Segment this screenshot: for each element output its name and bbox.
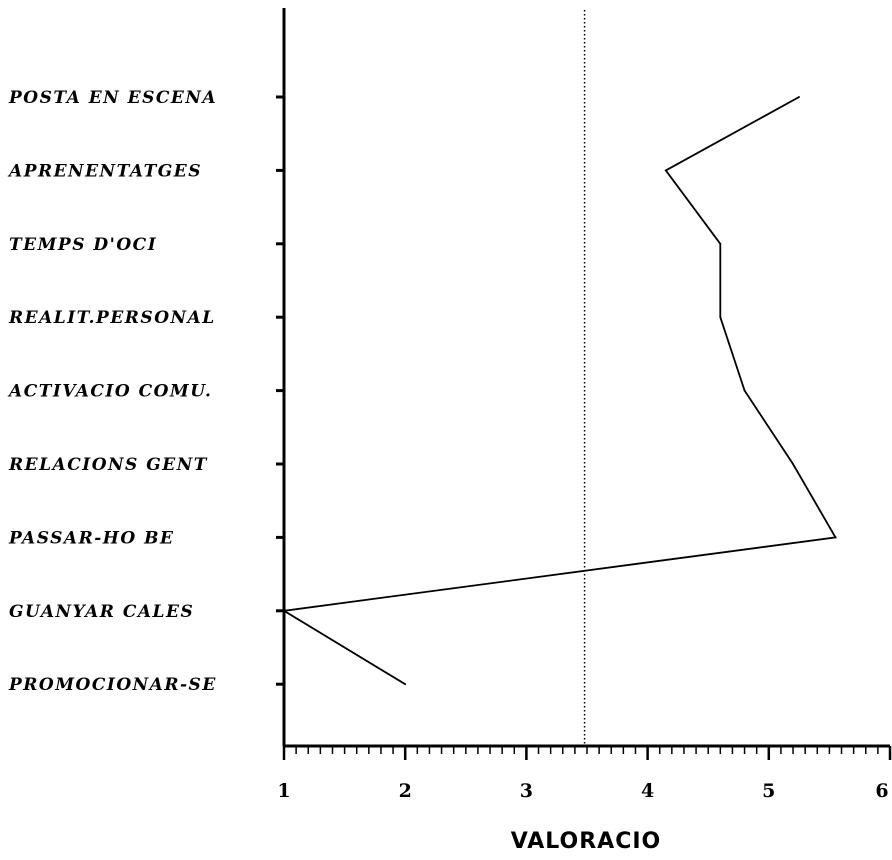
data-point [664,169,667,172]
category-label: POSTA EN ESCENA [8,88,217,108]
data-point [283,609,285,612]
category-label: PASSAR-HO BE [8,528,174,548]
data-point [743,389,746,392]
data-point [719,242,722,245]
axes [282,8,890,748]
series-line [281,96,837,685]
category-label: ACTIVACIO COMU. [7,382,212,402]
data-point [719,316,722,319]
x-tick-label: 5 [762,780,775,802]
category-label: REALIT.PERSONAL [8,308,216,328]
category-labels: POSTA EN ESCENA APRENENTATGES TEMPS D'OCI R… [7,88,217,695]
category-label: GUANYAR CALES [9,602,194,622]
x-tick-label: 3 [520,780,533,802]
data-point [404,683,407,686]
series-layer [281,96,837,686]
data-point [792,463,794,465]
category-label: APRENENTATGES [7,161,202,181]
category-label: PROMOCIONAR-SE [8,675,217,695]
category-label: RELACIONS GENT [8,455,208,475]
x-tick-label: 1 [277,780,290,802]
x-tick-label: 6 [875,780,888,802]
x-tick-label: 4 [641,780,654,802]
data-point [834,536,837,539]
x-tick-label: 2 [399,780,412,802]
minor-ticks [295,746,879,754]
x-tick-labels: 1 2 3 4 5 6 [277,780,888,802]
category-label: TEMPS D'OCI [9,235,157,255]
data-point [798,96,800,98]
x-axis-title: VALORACIO [511,829,662,854]
category-ticks [276,95,284,686]
major-ticks [282,746,892,760]
